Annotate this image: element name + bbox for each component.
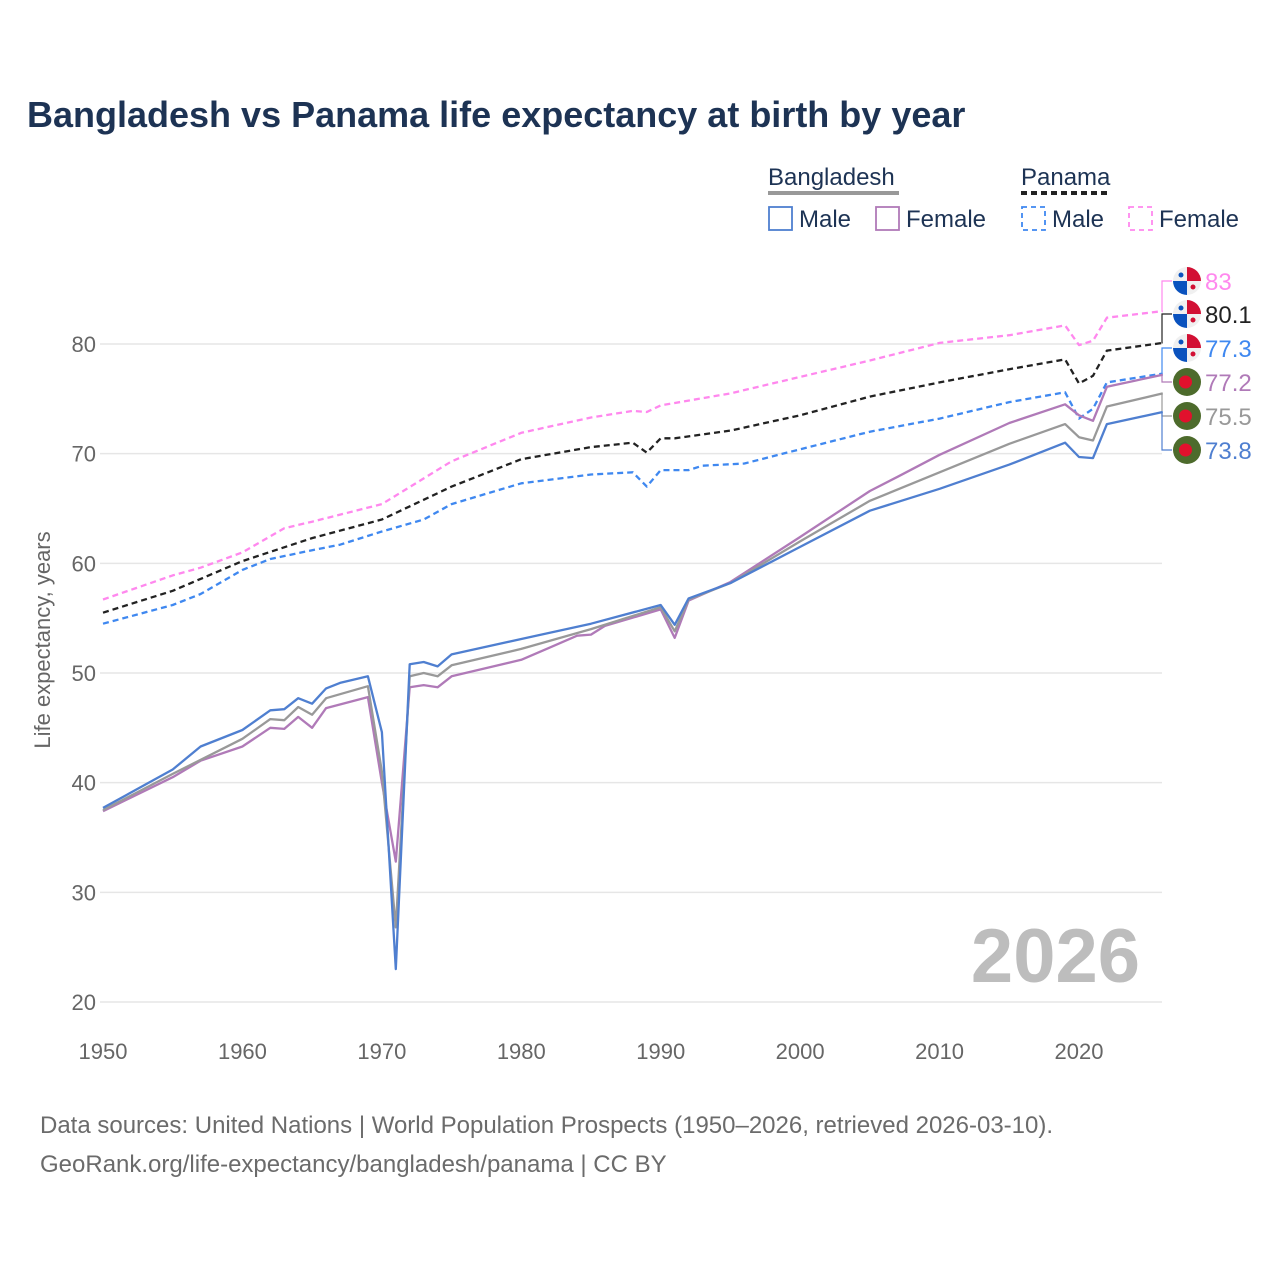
flag-red <box>1187 267 1201 281</box>
end-value-label: 80.1 <box>1205 302 1252 329</box>
legend-item-label: Female <box>906 206 986 233</box>
flag-blue <box>1173 281 1187 295</box>
data-source: Data sources: United Nations | World Pop… <box>40 1112 1054 1139</box>
flag-red <box>1187 334 1201 348</box>
legend-group-label: Bangladesh <box>768 164 895 191</box>
x-tick-label: 2000 <box>776 1039 825 1064</box>
flag-star <box>1190 284 1196 290</box>
legend-swatch <box>875 206 900 231</box>
y-tick-label: 50 <box>72 661 96 686</box>
end-value-label: 77.2 <box>1205 370 1252 397</box>
y-axis-label: Life expectancy, years <box>30 531 55 748</box>
chart-title: Bangladesh vs Panama life expectancy at … <box>27 94 966 135</box>
flag-disc <box>1179 375 1192 389</box>
x-tick-label: 1970 <box>357 1039 406 1064</box>
footer: Data sources: United Nations | World Pop… <box>40 1106 1053 1184</box>
year-watermark: 2026 <box>971 914 1140 999</box>
label-connector <box>1161 280 1172 312</box>
flag-red <box>1187 300 1201 314</box>
series-line-panama-female <box>102 309 1163 601</box>
end-value-label: 77.3 <box>1205 336 1252 363</box>
label-connector <box>1161 374 1172 383</box>
flag-star <box>1178 272 1184 278</box>
flag-star <box>1178 305 1184 311</box>
series-line-bangladesh-female <box>102 373 1163 863</box>
end-value-label: 75.5 <box>1205 404 1252 431</box>
x-tick-label: 1980 <box>497 1039 546 1064</box>
y-tick-label: 70 <box>72 442 96 467</box>
series-line-bangladesh-male <box>102 410 1163 971</box>
bangladesh-flag-icon <box>1173 402 1201 430</box>
panama-flag-icon <box>1173 334 1201 362</box>
flag-star <box>1190 317 1196 323</box>
y-tick-label: 30 <box>72 880 96 905</box>
legend-swatch <box>1021 206 1046 231</box>
source-link[interactable]: GeoRank.org/life-expectancy/bangladesh/p… <box>40 1151 667 1178</box>
legend-swatch <box>768 206 793 231</box>
series-line-panama-total <box>102 341 1163 614</box>
flag-star <box>1190 351 1196 357</box>
y-tick-label: 20 <box>72 990 96 1015</box>
y-tick-label: 60 <box>72 551 96 576</box>
y-tick-label: 40 <box>72 771 96 796</box>
end-value-label: 73.8 <box>1205 438 1252 465</box>
legend-item-label: Male <box>799 206 851 233</box>
panama-flag-icon <box>1173 267 1201 295</box>
series-line-bangladesh-total <box>102 392 1163 929</box>
y-tick-label: 80 <box>72 332 96 357</box>
flag-disc <box>1179 443 1192 457</box>
flag-blue <box>1173 314 1187 328</box>
x-tick-label: 1950 <box>79 1039 128 1064</box>
series-line-panama-male <box>102 372 1163 625</box>
legend-item-label: Female <box>1159 206 1239 233</box>
label-connector <box>1161 411 1172 451</box>
x-tick-label: 2020 <box>1055 1039 1104 1064</box>
legend-item-label: Male <box>1052 206 1104 233</box>
flag-star <box>1178 339 1184 345</box>
end-value-label: 83 <box>1205 269 1232 296</box>
x-tick-label: 1990 <box>636 1039 685 1064</box>
x-tick-label: 2010 <box>915 1039 964 1064</box>
label-connector <box>1161 392 1172 417</box>
flag-disc <box>1179 409 1192 423</box>
label-connector <box>1161 313 1172 344</box>
legend-swatch <box>1128 206 1153 231</box>
bangladesh-flag-icon <box>1173 368 1201 396</box>
label-connector <box>1161 347 1172 375</box>
flag-blue <box>1173 348 1187 362</box>
bangladesh-flag-icon <box>1173 436 1201 464</box>
panama-flag-icon <box>1173 300 1201 328</box>
x-tick-label: 1960 <box>218 1039 267 1064</box>
legend-group-label: Panama <box>1021 164 1111 191</box>
